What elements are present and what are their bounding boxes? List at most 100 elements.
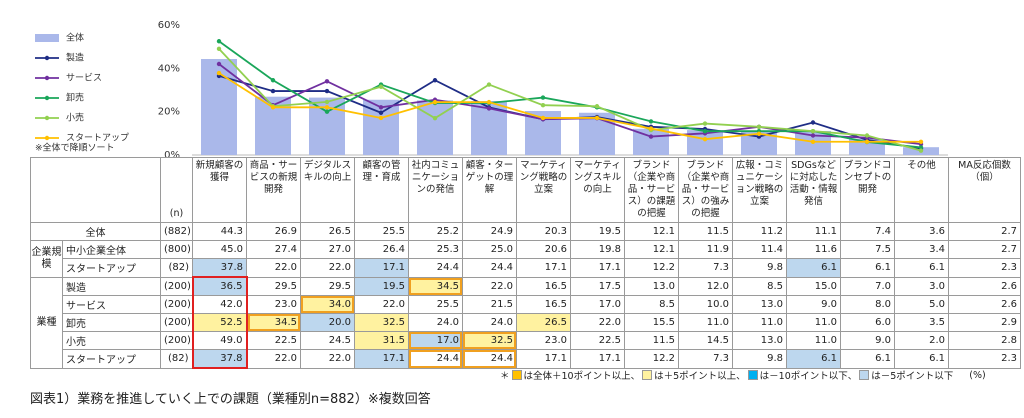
cell: 12.2 — [624, 349, 679, 369]
header-row: (n) 新規顧客の獲得 商品・サービスの新規開発 デジタルスキルの向上 顧客の管理・育成… — [30, 157, 1021, 223]
point — [594, 104, 600, 109]
point — [594, 115, 600, 121]
point — [324, 105, 330, 110]
column-header: ブランドコンセプトの開発 — [840, 157, 895, 223]
row: 企業規模 中小企業全体 (800) 45.0 27.4 27.0 26.4 25.3 25.0 2… — [30, 240, 1021, 278]
data-table: (n) 新規顧客の獲得 商品・サービスの新規開発 デジタルスキルの向上 顧客の管理・育成… — [30, 157, 1021, 369]
point — [702, 136, 708, 142]
point — [918, 139, 924, 144]
cell: 16.5 — [516, 276, 571, 296]
cell: 26.4 — [354, 240, 409, 259]
cell: 13.0 — [624, 276, 679, 296]
point — [810, 133, 816, 138]
column-header: 広報・コミュニケーション戦略の立案 — [732, 157, 787, 223]
cell: 7.0 — [840, 276, 895, 296]
y-tick-label: 60% — [158, 20, 180, 31]
cell: 11.6 — [786, 240, 841, 259]
column-header: 社内コミュニケーションの発信 — [408, 157, 463, 223]
point — [270, 88, 276, 94]
note-unit: (%) — [969, 369, 986, 381]
cell: 5.0 — [894, 295, 949, 314]
point — [216, 61, 222, 67]
cell: 52.5 — [191, 313, 248, 332]
cell: 24.4 — [462, 349, 517, 369]
point — [864, 139, 870, 144]
cell: 22.0 — [300, 349, 355, 369]
row-n: (82) — [160, 258, 193, 278]
cell: 17.1 — [516, 258, 571, 278]
legend-label: 小売 — [66, 112, 84, 124]
point — [324, 109, 330, 114]
column-header: ブランド（企業や商品・サービス）の強みの把握 — [678, 157, 733, 223]
legend-label: 全体 — [66, 32, 84, 44]
cell: 11.4 — [732, 240, 787, 259]
cell: 9.0 — [840, 331, 895, 350]
cell: 3.6 — [894, 222, 949, 241]
point — [756, 131, 762, 136]
corner — [30, 157, 161, 223]
row-label: サービス — [62, 295, 161, 314]
cell: 26.9 — [246, 222, 301, 241]
cell: 36.5 — [191, 276, 248, 296]
legend-marker — [44, 135, 50, 141]
column-header: デジタルスキルの向上 — [300, 157, 355, 223]
group-label: 業種 — [30, 276, 63, 369]
cell: 24.4 — [408, 258, 463, 278]
cell: 2.8 — [948, 331, 1021, 350]
cell: 2.6 — [948, 295, 1021, 314]
cell: 22.0 — [570, 313, 625, 332]
cell: 17.0 — [570, 295, 625, 314]
legend-label: サービス — [66, 73, 102, 84]
point — [270, 78, 276, 83]
legend-marker — [44, 75, 50, 81]
point — [324, 99, 330, 105]
column-header: 新規顧客の獲得 — [192, 157, 247, 223]
column-header: マーケティングスキルの向上 — [570, 157, 625, 223]
cell: 6.0 — [840, 313, 895, 332]
cell: 10.0 — [678, 295, 733, 314]
cell: 3.0 — [894, 276, 949, 296]
cell: 22.0 — [462, 276, 517, 296]
row-n: (200) — [160, 313, 193, 332]
cell: 32.5 — [354, 313, 409, 332]
cell: 17.1 — [570, 349, 625, 369]
cell: 26.5 — [300, 222, 355, 241]
point — [432, 115, 438, 121]
column-header: ブランド（企業や商品・サービス）の課題の把握 — [624, 157, 679, 223]
cell: 17.0 — [408, 331, 463, 350]
cell: 22.5 — [246, 331, 301, 350]
cell: 9.8 — [732, 349, 787, 369]
cell: 29.5 — [300, 276, 355, 296]
cell: 15.5 — [624, 313, 679, 332]
cell: 12.1 — [624, 240, 679, 259]
cell: 11.1 — [786, 222, 841, 241]
cell: 24.4 — [462, 258, 517, 278]
cell: 34.0 — [300, 295, 355, 314]
legend-label: 卸売 — [66, 92, 84, 104]
y-tick-label: 20% — [158, 107, 180, 118]
note-text: は－10ポイント以下、 — [759, 371, 858, 382]
row-label: スタートアップ — [62, 349, 161, 369]
cell: 14.5 — [678, 331, 733, 350]
row: スタートアップ (82) 37.8 22.0 22.0 17.1 24.4 24.4 17.1 1… — [31, 349, 1021, 369]
cell: 2.3 — [948, 349, 1021, 369]
row: 小売 (200) 49.0 22.5 24.5 31.5 17.0 32.5 23.0 22.5 1… — [31, 331, 1021, 350]
point — [486, 82, 492, 87]
row-n: (800) — [160, 240, 193, 259]
cell: 11.5 — [624, 331, 679, 350]
y-tick-label: 40% — [158, 63, 180, 74]
cell: 2.0 — [894, 331, 949, 350]
cell: 24.4 — [408, 349, 463, 369]
legend-marker — [44, 95, 50, 101]
row-n: (200) — [160, 331, 193, 350]
note-text: は全体＋10ポイント以上、 — [523, 371, 641, 382]
cell: 6.1 — [840, 258, 895, 278]
note-star: ＊ — [500, 371, 510, 382]
cell: 34.5 — [408, 276, 463, 296]
row: スタートアップ (82) 37.8 22.0 22.0 17.1 24.4 24.4 17.1 1… — [31, 258, 1021, 278]
cell: 11.0 — [786, 313, 841, 332]
point — [378, 115, 384, 121]
legend-note: ＊ は全体＋10ポイント以上、 は＋5ポイント以上、 は－10ポイント以下、 は－5ポイ… — [500, 368, 986, 383]
row-label: 小売 — [62, 331, 161, 350]
legend-label: 製造 — [66, 52, 84, 64]
